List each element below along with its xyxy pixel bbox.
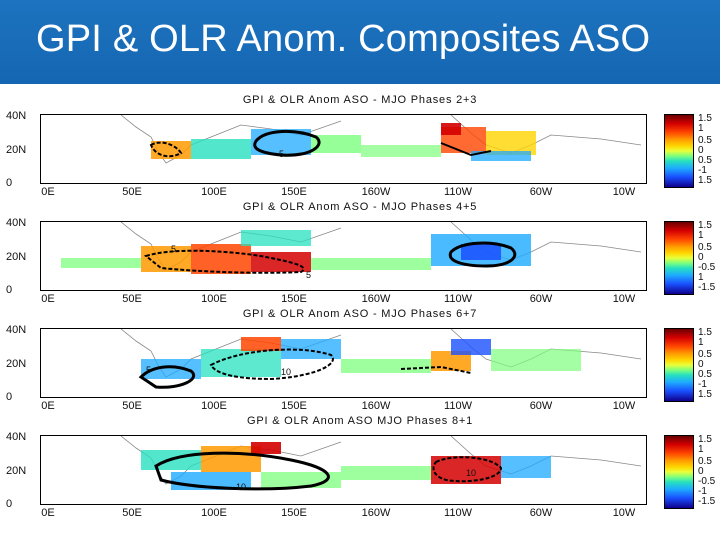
lon-label: 110W [444,400,472,412]
colorbar-label: 0.5 [698,242,712,253]
lon-label: 110W [444,186,472,198]
lon-label: 150E [281,293,307,305]
anomaly-map: 5 5 [40,221,647,291]
panel-phases-8-1: GPI & OLR Anom ASO MJO Phases 8+1 40N 20… [0,415,720,523]
colorbar-label: 0 [698,145,704,156]
lat-label-40n: 40N [6,431,27,443]
lon-label: 50E [122,507,142,519]
lon-label: 110W [444,507,472,519]
contour-label: 10 [281,367,291,377]
lat-label-0: 0 [6,498,13,510]
lon-label: 10W [612,507,636,519]
colorbar-label: 0.5 [698,135,712,146]
lon-label: 110W [444,293,472,305]
panel-phases-4-5: GPI & OLR Anom ASO - MJO Phases 4+5 40N … [0,201,720,309]
lon-label: 160W [361,293,391,305]
colorbar-label: -1 [698,379,707,390]
panel-phases-6-7: GPI & OLR Anom ASO - MJO Phases 6+7 40N … [0,308,720,416]
lon-label: 50E [122,400,142,412]
contour-label: 10 [466,468,476,478]
lon-label: 150E [281,507,307,519]
colorbar-label: 1.5 [698,175,712,186]
colorbar-label: 1 [698,337,704,348]
lon-label: 0E [41,293,55,305]
anomaly-map: 10 10 [40,435,647,505]
slide-title: GPI & OLR Anom. Composites ASO [36,18,651,60]
contour-label: 5 [171,244,176,254]
lon-label: 60W [529,507,553,519]
colorbar-label: 1.5 [698,389,712,400]
colorbar-label: 0.5 [698,369,712,380]
lon-label: 10W [612,400,636,412]
colorbar [664,328,694,402]
lon-label: 160W [361,186,391,198]
lat-label-40n: 40N [6,324,27,336]
lon-label: 0E [41,186,55,198]
colorbar-label: 1.5 [698,113,712,124]
lat-label-0: 0 [6,284,13,296]
colorbar [664,221,694,295]
lon-label: 60W [529,293,553,305]
colorbar-label: 1.5 [698,434,712,445]
lat-label-20n: 20N [6,251,27,263]
lon-label: 100E [201,400,227,412]
lon-label: 10W [612,293,636,305]
colorbar-label: 1 [698,123,704,134]
contour-label: 5 [306,270,311,280]
lon-label: 0E [41,507,55,519]
colorbar-label: -1.5 [698,496,716,507]
lon-label: 50E [122,293,142,305]
lon-label: 60W [529,400,553,412]
lat-label-40n: 40N [6,217,27,229]
colorbar-label: 1 [698,230,704,241]
panel-phases-2-3: GPI & OLR Anom ASO - MJO Phases 2+3 40N … [0,94,720,202]
slide-header: GPI & OLR Anom. Composites ASO [0,0,720,84]
anomaly-map: 5 [40,114,647,184]
lon-label: 150E [281,186,307,198]
colorbar-label: 0.5 [698,456,712,467]
contour-label: 5 [279,149,284,159]
colorbar-label: -0.5 [698,262,716,273]
colorbar-label: 0 [698,252,704,263]
colorbar-label: -0.5 [698,476,716,487]
lon-label: 0E [41,400,55,412]
colorbar-label: 1 [698,444,704,455]
contour-label: 5 [146,365,151,375]
colorbar [664,435,694,509]
lon-label: 10W [612,186,636,198]
colorbar-label: 1 [698,272,704,283]
colorbar [664,114,694,188]
colorbar-label: 0.5 [698,155,712,166]
contour-label: 10 [236,482,246,492]
lat-label-0: 0 [6,391,13,403]
colorbar-label: 1.5 [698,220,712,231]
colorbar-label: -1.5 [698,282,716,293]
lon-label: 100E [201,293,227,305]
lon-label: 160W [361,507,391,519]
panel-title: GPI & OLR Anom ASO - MJO Phases 2+3 [242,94,478,106]
colorbar-label: 0.5 [698,349,712,360]
lon-label: 50E [122,186,142,198]
panel-title: GPI & OLR Anom ASO MJO Phases 8+1 [246,415,474,427]
lat-label-40n: 40N [6,110,27,122]
lat-label-0: 0 [6,177,13,189]
colorbar-label: 0 [698,359,704,370]
lon-label: 100E [201,186,227,198]
colorbar-label: 0 [698,466,704,477]
lat-label-20n: 20N [6,358,27,370]
anomaly-map: 5 10 [40,328,647,398]
panel-title: GPI & OLR Anom ASO - MJO Phases 6+7 [242,308,478,320]
lon-label: 150E [281,400,307,412]
lat-label-20n: 20N [6,144,27,156]
panel-title: GPI & OLR Anom ASO - MJO Phases 4+5 [242,201,478,213]
colorbar-label: 1.5 [698,327,712,338]
colorbar-label: -1 [698,165,707,176]
lat-label-20n: 20N [6,465,27,477]
lon-label: 100E [201,507,227,519]
colorbar-label: -1 [698,486,707,497]
lon-label: 60W [529,186,553,198]
lon-label: 160W [361,400,391,412]
